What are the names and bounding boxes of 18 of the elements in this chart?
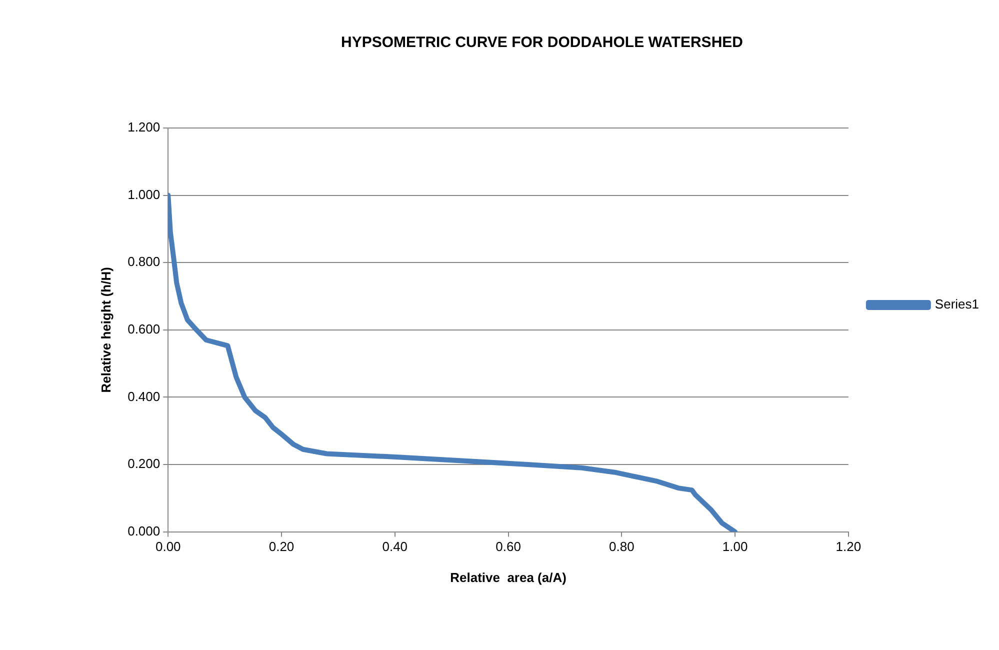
y-tick-label: 0.000 (128, 523, 160, 538)
x-tick-label: 0.40 (382, 539, 408, 554)
y-tick-label: 0.800 (128, 254, 160, 270)
y-tick-label: 0.200 (128, 456, 160, 472)
y-tick-label: 1.000 (128, 186, 160, 202)
x-tick-label: 0.80 (609, 539, 634, 554)
y-tick-label: 0.400 (128, 388, 160, 404)
x-tick-label: 1.00 (722, 539, 748, 554)
y-axis-title: Relative height (h/H) (98, 267, 114, 393)
x-tick-label: 1.20 (836, 539, 862, 554)
y-tick-label: 0.600 (128, 321, 160, 336)
x-tick-label: 0.00 (155, 539, 181, 554)
x-tick-label: 0.60 (496, 539, 521, 554)
x-axis-title: Relative area (a/A) (450, 570, 566, 585)
x-tick-label: 0.20 (268, 539, 294, 554)
chart-title: HYPSOMETRIC CURVE FOR DODDAHOLE WATERSHED (341, 34, 744, 52)
y-tick-label: 1.200 (128, 120, 160, 135)
legend-label: Series1 (934, 296, 979, 312)
